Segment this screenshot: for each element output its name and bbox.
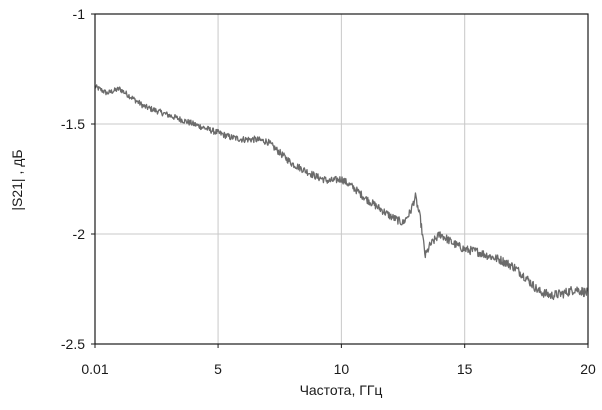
x-tick-label: 5: [214, 361, 222, 377]
y-tick-label: -1: [73, 6, 86, 22]
x-tick-label: 10: [334, 361, 350, 377]
x-axis-title: Частота, ГГц: [300, 382, 383, 398]
x-tick-label: 0.01: [81, 361, 108, 377]
x-tick-label: 15: [457, 361, 473, 377]
grid-lines: [95, 14, 588, 344]
y-tick-label: -1.5: [61, 116, 85, 132]
axes: [91, 13, 589, 348]
y-tick-label: -2.5: [61, 336, 85, 352]
x-tick-label: 20: [580, 361, 596, 377]
series-line: [94, 84, 589, 301]
y-axis-title: |S21| , дБ: [9, 149, 25, 210]
y-tick-label: -2: [73, 226, 86, 242]
tick-labels: 0.01 5 10 15 20 -2.5 -2 -1.5 -1: [61, 6, 596, 377]
series-layer: [94, 84, 589, 301]
